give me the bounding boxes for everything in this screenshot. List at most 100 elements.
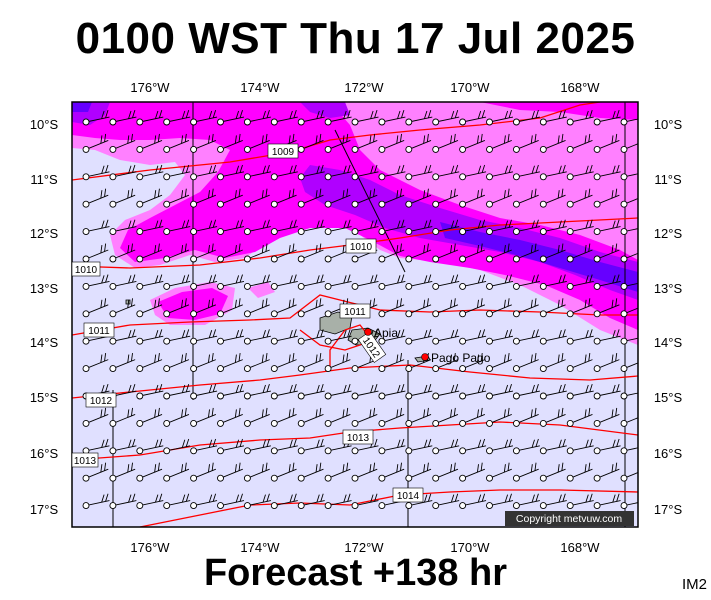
wind-barb	[593, 298, 620, 318]
wind-barb	[620, 116, 638, 126]
apia-label: Apia	[374, 326, 398, 340]
wind-barb	[566, 462, 593, 482]
wind-barb	[136, 219, 164, 236]
wind-barb	[378, 462, 405, 482]
lat-label: 10°S	[30, 117, 59, 132]
wind-barb	[243, 164, 271, 181]
wind-barb	[486, 219, 514, 236]
wind-barb	[512, 329, 540, 345]
wind-barb	[432, 493, 460, 510]
wind-barb	[593, 243, 620, 263]
wind-barb	[486, 407, 512, 427]
wind-barb	[459, 110, 487, 126]
isobar-label-1009: 1009	[267, 143, 299, 159]
forecast-label: Forecast +138 hr	[203, 552, 508, 594]
lat-label: 14°S	[654, 335, 683, 350]
wind-barb	[217, 462, 243, 482]
wind-barb	[136, 407, 163, 427]
medium-rain-area	[72, 102, 638, 330]
wind-barb	[297, 329, 325, 345]
wind-barb	[539, 298, 566, 318]
wind-barbs	[82, 110, 638, 510]
wind-barb	[432, 219, 460, 236]
svg-text:1009: 1009	[272, 147, 295, 158]
copyright-box: Copyright metvuw.com	[505, 511, 634, 526]
wind-barb	[217, 219, 245, 236]
wind-barb	[539, 110, 567, 126]
wind-barb	[190, 110, 218, 126]
svg-text:1013: 1013	[74, 456, 97, 467]
wind-barb	[512, 493, 540, 510]
wind-barb	[217, 407, 243, 427]
wind-barb	[109, 493, 137, 510]
wind-barb	[459, 384, 487, 400]
wind-barb	[270, 164, 298, 181]
wind-barb	[405, 133, 432, 153]
wind-barb	[324, 188, 351, 208]
wind-barb	[593, 110, 621, 126]
lat-label: 17°S	[30, 502, 59, 517]
wind-barb	[243, 243, 270, 263]
wind-barb	[512, 384, 540, 400]
wind-barb	[539, 219, 567, 236]
wind-barb	[324, 274, 352, 290]
wind-barb	[270, 243, 297, 263]
wind-barb	[459, 298, 486, 318]
wind-barb	[432, 407, 459, 427]
isobar-label-1011b: 1011	[83, 322, 115, 338]
wind-barb	[512, 219, 540, 236]
wind-barb	[351, 462, 378, 482]
wind-barb	[243, 188, 270, 208]
wind-barb	[243, 219, 271, 236]
wind-barb	[243, 407, 270, 427]
wind-barb	[378, 438, 406, 455]
wind-barb	[324, 353, 351, 373]
wind-barb	[109, 438, 137, 455]
wind-barb	[512, 133, 539, 153]
wind-barb	[324, 133, 351, 153]
wind-barb	[566, 384, 594, 400]
svg-text:1011: 1011	[344, 307, 366, 318]
wind-barb	[109, 274, 137, 290]
wind-barb	[136, 110, 164, 126]
latitude-labels-left: 10°S 11°S 12°S 13°S 14°S 15°S 16°S 17°S	[30, 117, 59, 517]
wind-barb	[512, 298, 539, 318]
wind-barb	[243, 462, 270, 482]
wind-barb	[593, 274, 621, 290]
wind-barb	[405, 493, 433, 510]
wind-barb	[566, 329, 594, 345]
light-rain-patch-small	[248, 282, 275, 298]
wind-barb	[136, 298, 163, 318]
wind-barb	[620, 304, 638, 318]
wind-barb	[324, 384, 352, 400]
lat-label: 10°S	[654, 117, 683, 132]
very-heavy-rain-top	[72, 102, 92, 112]
wind-barb	[459, 188, 486, 208]
wind-barb	[486, 110, 514, 126]
wind-barb	[620, 194, 638, 208]
wind-barb	[378, 110, 406, 126]
wind-barb	[405, 384, 433, 400]
wind-barb	[351, 110, 379, 126]
wind-barb	[459, 353, 486, 373]
wind-barb	[378, 188, 405, 208]
wind-barb	[324, 110, 352, 126]
wind-barb	[432, 133, 459, 153]
wind-barb	[566, 188, 593, 208]
map-frame	[71, 101, 639, 528]
lat-label: 15°S	[30, 390, 59, 405]
lat-label: 17°S	[654, 502, 683, 517]
wind-barb	[190, 329, 218, 345]
wind-barb	[459, 329, 487, 345]
wind-barb	[620, 226, 638, 236]
wind-barb	[432, 384, 460, 400]
wind-barb	[539, 133, 566, 153]
wind-barb	[82, 462, 109, 482]
isobar-label-1012b: 1012	[85, 392, 117, 408]
lat-label: 12°S	[654, 226, 683, 241]
wind-barb	[432, 164, 460, 181]
wind-barb	[297, 188, 324, 208]
wind-barb	[432, 298, 459, 318]
wind-barb	[566, 219, 594, 236]
